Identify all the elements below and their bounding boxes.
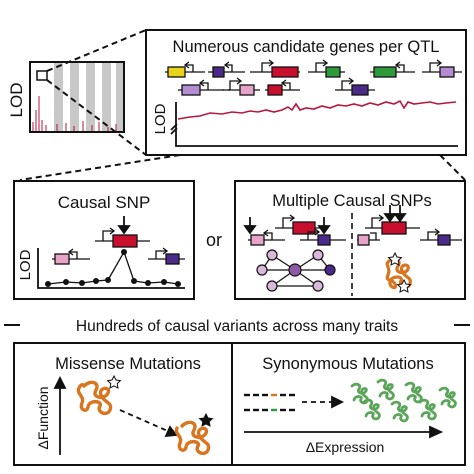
codon-sequences (244, 393, 295, 412)
cis-genes (357, 214, 462, 246)
gene-pink-1 (225, 77, 260, 96)
cis-pink-gene (357, 234, 370, 246)
zoomed-lod-label: LOD (152, 103, 169, 134)
multiple-snps-title: Multiple Causal SNPs (272, 192, 432, 210)
zoom-guide-lines (46, 29, 147, 156)
star-outline-icon (106, 374, 122, 389)
thumbnail-peaks (32, 96, 117, 131)
gene-row-top (165, 59, 462, 78)
missense-dashed-arrow (119, 409, 178, 438)
gene-lavender-2 (178, 79, 225, 96)
thumbnail-chromosome-bands (54, 63, 123, 131)
synonymous-x-label: ΔExpression (306, 439, 385, 455)
cis-arrows (383, 205, 407, 223)
trans-arrows (243, 217, 331, 235)
star-icon (387, 251, 412, 293)
gene-red-2 (265, 79, 300, 96)
cis-purple-gene (437, 234, 451, 246)
gene-network (256, 249, 336, 292)
gene-purple-box (165, 253, 180, 265)
zoom-guide-lines-lower (19, 154, 466, 181)
causal-snp-genes (52, 227, 185, 265)
trans-genes (248, 214, 346, 246)
thumbnail-zoom-box (36, 70, 48, 81)
trans-purple-gene (317, 234, 331, 246)
missense-title: Missense Mutations (55, 355, 201, 373)
star-filled-icon (198, 412, 214, 427)
synonymous-dashed-arrow (302, 395, 345, 409)
candidate-genes-title: Numerous candidate genes per QTL (173, 38, 440, 56)
gene-yellow (165, 61, 205, 78)
thumbnail-lod-label: LOD (7, 83, 26, 118)
causal-snp-lod-label: LOD (17, 249, 34, 280)
gene-red-1 (250, 59, 300, 78)
zoomed-lod-trace (177, 99, 457, 120)
bottom-panel: Missense Mutations ΔFunction Synonymous … (13, 342, 466, 466)
thumbnail-lod-plot: LOD (7, 61, 125, 133)
causal-gene-box (112, 234, 138, 248)
causal-snp-arrow (117, 216, 131, 235)
gene-row-bottom (178, 77, 375, 96)
protein-orange-before (76, 380, 113, 416)
section-divider: Hundreds of causal variants across many … (4, 318, 470, 335)
gene-lavender-1 (422, 59, 462, 78)
missense-y-label: ΔFunction (35, 386, 51, 449)
trans-causal-gene (292, 221, 316, 235)
zoomed-lod-axes (170, 102, 458, 147)
causal-snp-lod-trace (45, 249, 181, 287)
or-label: or (206, 230, 222, 250)
gene-purple-2 (335, 77, 375, 96)
multiple-snps-panel: Multiple Causal SNPs (234, 180, 466, 300)
divider-label: Hundreds of causal variants across many … (76, 318, 398, 335)
gene-pink-box (54, 253, 70, 265)
candidate-genes-panel: Numerous candidate genes per QTL LOD (145, 29, 467, 156)
protein-orange-after (174, 420, 211, 456)
synonymous-x-arrow (244, 425, 444, 439)
causal-snp-lod-axes (37, 248, 185, 289)
protein-green-cluster (350, 378, 457, 423)
trans-pink-gene (250, 234, 265, 246)
missense-y-arrow (53, 375, 67, 455)
causal-snp-panel: Causal SNP LOD (13, 180, 195, 300)
synonymous-title: Synonymous Mutations (262, 355, 434, 373)
causal-snp-title: Causal SNP (58, 193, 151, 212)
gene-green-1 (308, 59, 345, 78)
gene-green-2 (370, 61, 415, 78)
cis-causal-gene (381, 221, 407, 235)
gene-purple-1 (208, 61, 245, 78)
